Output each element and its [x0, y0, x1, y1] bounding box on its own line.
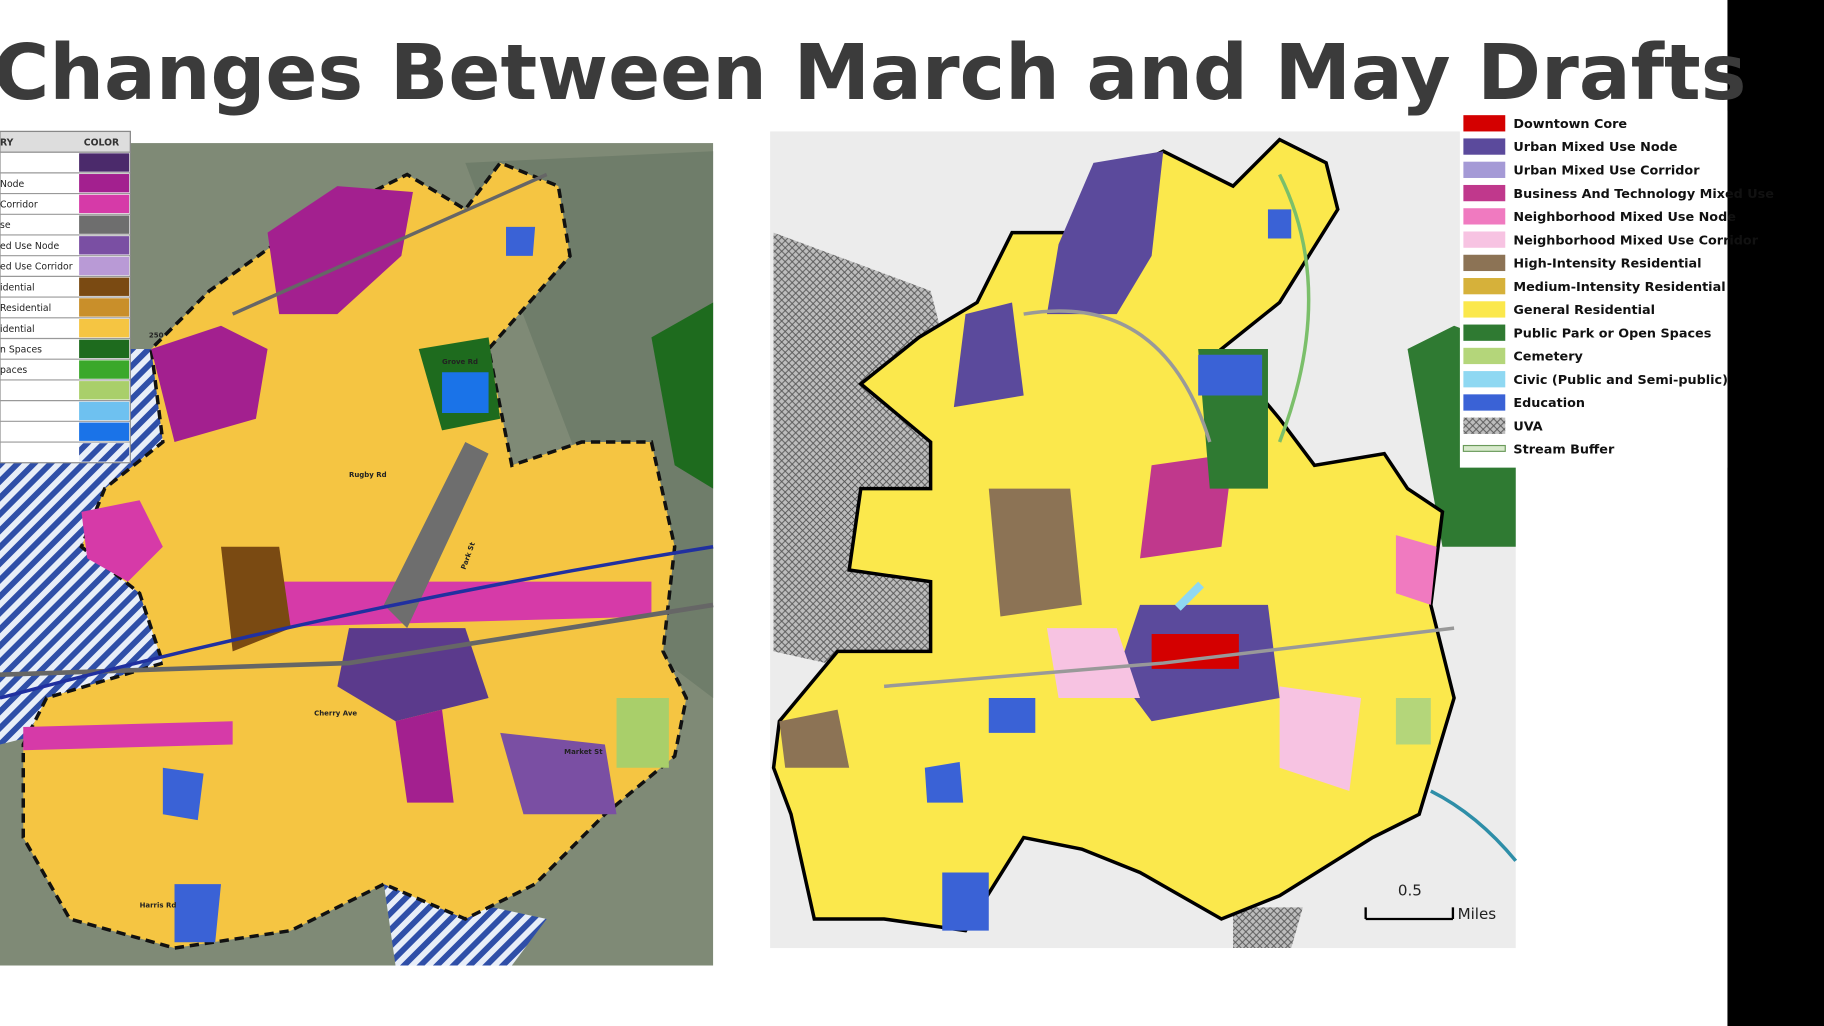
legend-swatch	[1463, 231, 1506, 248]
legend-label: ed Use Node	[0, 241, 59, 252]
legend-swatch	[79, 339, 130, 359]
legend-swatch	[79, 381, 130, 400]
side-bar	[1727, 0, 1824, 1026]
legend-swatch	[1463, 417, 1506, 434]
legend-label: se	[0, 220, 11, 231]
street-label: Market St	[564, 748, 603, 756]
legend-swatch	[79, 298, 130, 317]
legend-swatch	[1463, 184, 1506, 202]
street-label: Grove Rd	[442, 358, 478, 366]
legend-swatch	[1463, 115, 1506, 132]
legend-swatch	[1463, 347, 1506, 365]
legend-label: Corridor	[0, 200, 38, 211]
legend-label: idential	[0, 282, 35, 293]
legend-label: Civic (Public and Semi-public)	[1513, 373, 1728, 388]
legend-swatch	[79, 256, 130, 276]
scale-unit: Miles	[1458, 905, 1497, 923]
legend-label: Neighborhood Mixed Use Corridor	[1513, 233, 1758, 248]
legend-swatch	[1463, 254, 1506, 272]
legend-swatch	[1463, 324, 1506, 341]
legend-swatch	[79, 174, 130, 193]
left-legend: RY COLOR Node Corridor se ed Use Node ed Use C…	[0, 130, 131, 464]
legend-swatch	[79, 443, 130, 462]
legend-label: Node	[0, 179, 25, 190]
legend-label: General Residential	[1513, 303, 1655, 318]
legend-label: idential	[0, 324, 35, 335]
legend-swatch	[79, 215, 130, 234]
legend-swatch	[1463, 301, 1506, 318]
legend-label: UVA	[1513, 419, 1542, 434]
legend-label: Downtown Core	[1513, 117, 1627, 132]
legend-swatch	[79, 360, 130, 379]
legend-swatch	[79, 277, 130, 296]
legend-label: Neighborhood Mixed Use Node	[1513, 210, 1736, 225]
legend-swatch	[79, 153, 130, 172]
legend-label: paces	[0, 365, 27, 376]
legend-swatch	[1463, 394, 1506, 411]
legend-label: High-Intensity Residential	[1513, 257, 1701, 272]
legend-label: n Spaces	[0, 344, 42, 355]
legend-label: Education	[1513, 396, 1585, 411]
street-label: 250	[149, 331, 164, 339]
legend-swatch	[79, 422, 130, 441]
legend-label: Business And Technology Mixed Use	[1513, 187, 1774, 202]
street-label: Harris Rd	[140, 901, 177, 909]
title: Changes Between March and May Drafts	[0, 29, 1746, 118]
legend-swatch	[1463, 138, 1506, 155]
legend-label: ed Use Corridor	[0, 262, 73, 273]
legend-label: Medium-Intensity Residential	[1513, 280, 1725, 295]
legend-swatch	[1463, 371, 1506, 388]
legend-swatch	[1463, 161, 1506, 178]
right-legend: Downtown Core Urban Mixed Use Node Urban M…	[1459, 110, 1774, 468]
legend-label: Public Park or Open Spaces	[1513, 326, 1711, 341]
legend-swatch	[79, 194, 130, 214]
legend-label: Stream Buffer	[1513, 443, 1615, 458]
legend-header-text: RY	[0, 137, 14, 148]
right-map: 0.5 Miles	[770, 131, 1518, 949]
street-label: Rugby Rd	[349, 471, 387, 479]
legend-swatch	[79, 318, 130, 338]
legend-swatch	[1463, 208, 1506, 225]
legend-label: Urban Mixed Use Node	[1513, 140, 1677, 155]
scale-distance: 0.5	[1398, 882, 1422, 900]
legend-header-text: COLOR	[84, 137, 119, 148]
legend-swatch	[79, 401, 130, 421]
legend-label: Cemetery	[1513, 350, 1583, 365]
legend-label: Residential	[0, 303, 51, 314]
street-label: Cherry Ave	[314, 709, 357, 717]
legend-label: Urban Mixed Use Corridor	[1513, 163, 1700, 178]
legend-swatch	[1463, 278, 1506, 295]
legend-swatch	[1462, 444, 1506, 452]
legend-swatch	[79, 236, 130, 255]
